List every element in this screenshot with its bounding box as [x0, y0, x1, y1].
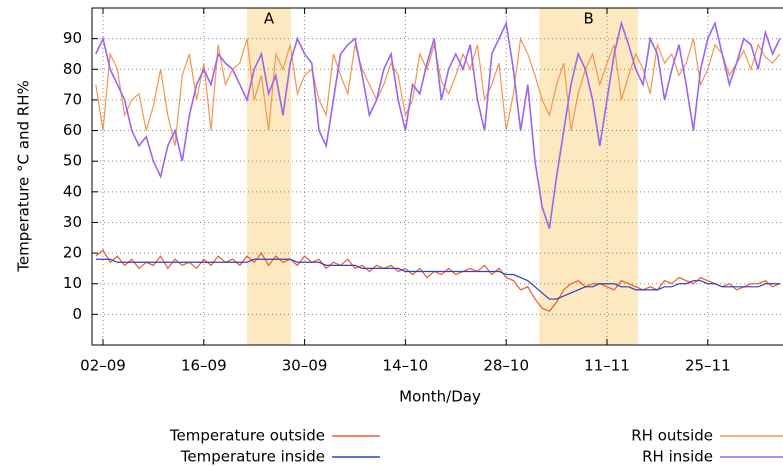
y-tick-label: 80: [63, 60, 82, 78]
y-tick-label: 60: [63, 121, 82, 139]
y-axis-label: Temperature °C and RH%: [15, 80, 33, 272]
series-line: [95, 36, 781, 147]
y-tick-label: 0: [72, 305, 82, 323]
band-label: B: [583, 10, 593, 28]
y-tick-label: 20: [63, 244, 82, 262]
y-tick-label: 70: [63, 90, 82, 108]
legend-label: RH inside: [642, 448, 713, 466]
series-line: [95, 258, 780, 300]
x-tick-label: 28–10: [483, 357, 529, 375]
y-tick-label: 90: [63, 29, 82, 47]
y-tick-label: 30: [63, 213, 82, 231]
highlight-band: [247, 8, 291, 345]
x-tick-label: 02–09: [80, 357, 126, 375]
legend-label: Temperature inside: [180, 448, 325, 466]
band-label: A: [264, 10, 275, 28]
y-tick-label: 10: [63, 274, 82, 292]
x-tick-label: 30–09: [282, 357, 328, 375]
y-tick-label: 40: [63, 182, 82, 200]
x-tick-label: 14–10: [383, 357, 429, 375]
y-tick-label: 50: [63, 152, 82, 170]
legend-label: Temperature outside: [169, 427, 325, 445]
x-tick-label: 25–11: [685, 357, 731, 375]
highlight-band: [539, 8, 638, 345]
legend-label: RH outside: [631, 427, 713, 445]
x-tick-label: 11–11: [584, 357, 630, 375]
axis-frame: [91, 7, 783, 346]
x-tick-label: 16–09: [181, 357, 227, 375]
series-line: [95, 249, 781, 313]
series-line: [95, 20, 781, 229]
x-axis-label: Month/Day: [399, 388, 481, 406]
